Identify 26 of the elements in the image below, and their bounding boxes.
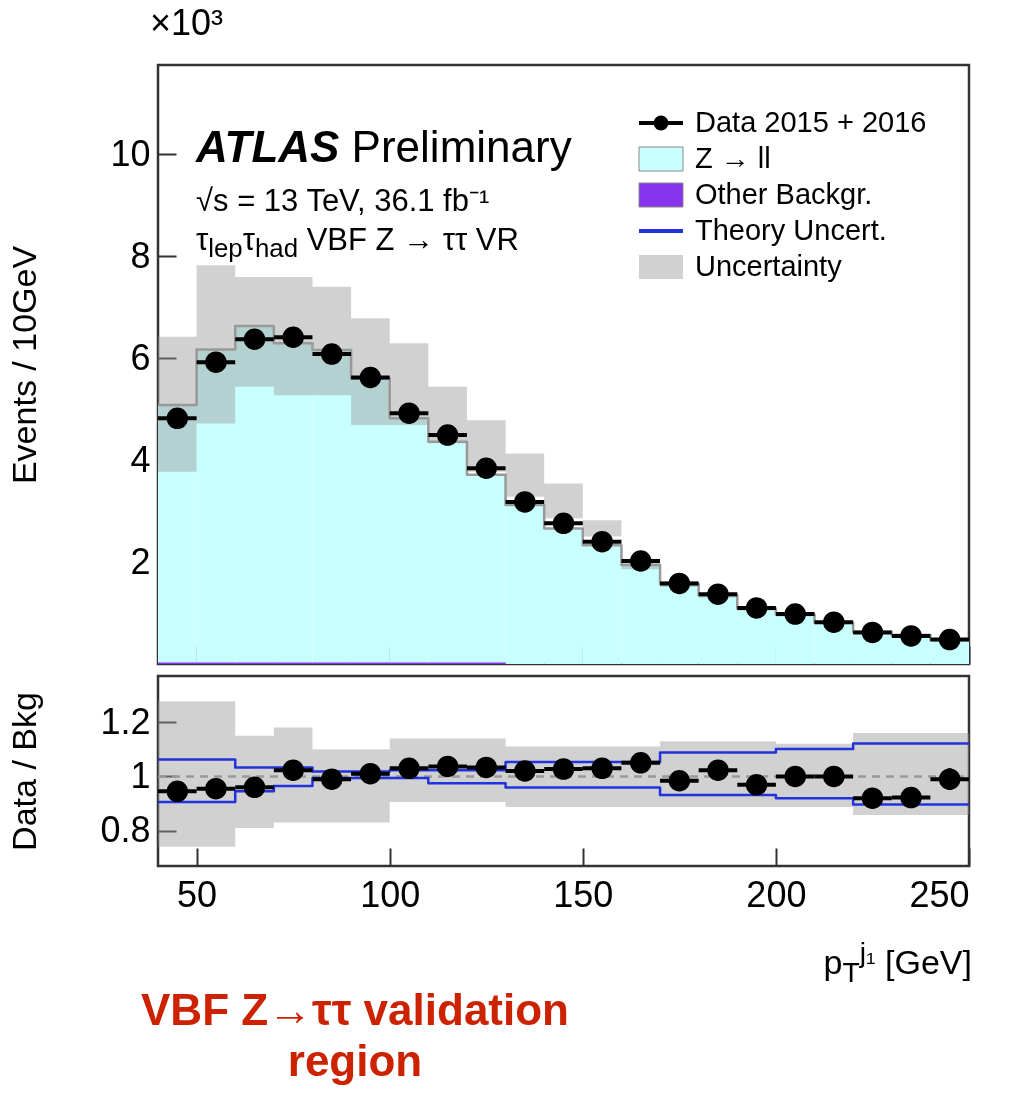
y-tick-label: 1.2 — [100, 700, 151, 742]
y-axis-title: Data / Bkg — [4, 692, 43, 851]
legend-label: Other Backgr. — [695, 178, 873, 210]
text: VBF Z→ττ validation region — [140, 985, 570, 1087]
text: ×10³ — [150, 2, 224, 44]
y-tick-label: 4 — [130, 438, 151, 480]
legend-label: Data 2015 + 2016 — [695, 106, 927, 138]
x-tick-label: 100 — [360, 873, 421, 915]
legend-label: Z → ll — [695, 142, 771, 174]
y-axis-title: Events / 10GeV — [4, 245, 43, 485]
y-tick-label: 1 — [130, 754, 151, 796]
y-tick-label: 2 — [130, 540, 151, 582]
y-tick-label: 8 — [130, 234, 151, 276]
x-tick-label: 200 — [746, 873, 807, 915]
annotation: τ$_{lep}$τ$_{had}$ VBF Z → ττ VR — [196, 222, 519, 264]
x-tick-label: 50 — [177, 873, 218, 915]
text: Theory Uncert. — [695, 214, 887, 246]
x-tick-label: 150 — [553, 873, 614, 915]
annotation: ATLAS Preliminary — [196, 122, 572, 172]
y-tick-label: 10 — [110, 132, 151, 174]
x-axis-title: p$_{T}$$^{j₁}$ [GeV] — [823, 936, 972, 990]
x-tick-label: 250 — [909, 873, 970, 915]
annotation: √s = 13 TeV, 36.1 fb⁻¹ — [196, 182, 490, 220]
legend-label: Uncertainty — [695, 250, 843, 282]
y-tick-label: 6 — [130, 336, 151, 378]
y-tick-label: 0.8 — [100, 809, 151, 851]
